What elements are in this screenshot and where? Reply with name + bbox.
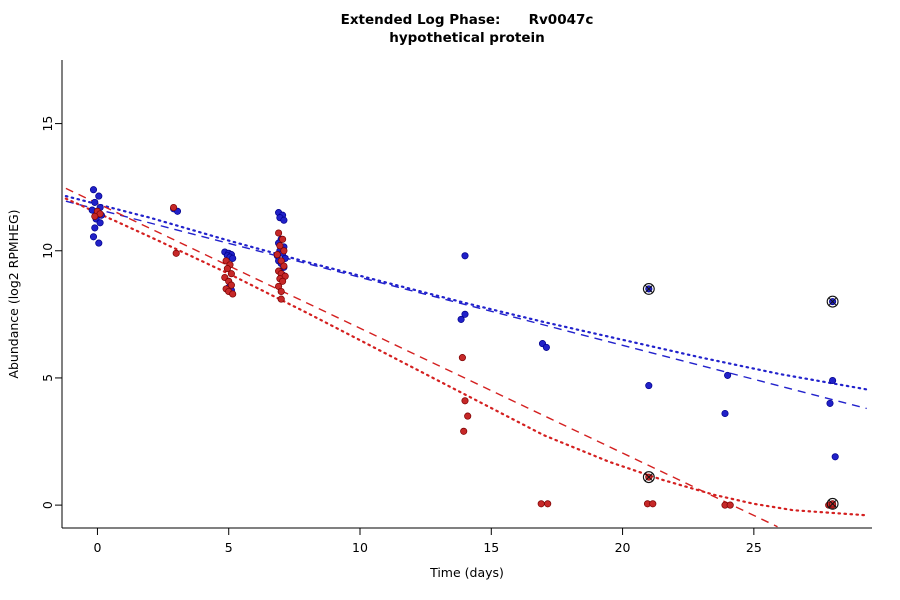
x-tick-label: 25 [746, 540, 762, 555]
x-axis-title: Time (days) [429, 565, 504, 580]
x-tick-label: 10 [352, 540, 368, 555]
data-point-red [227, 281, 235, 289]
y-tick-label: 0 [40, 501, 55, 509]
data-point-red [277, 295, 285, 303]
data-point-red [91, 212, 99, 220]
data-point-red [460, 427, 468, 435]
fit-line-blue-dashed [65, 200, 867, 410]
chart-title: Extended Log Phase: Rv0047c [340, 12, 594, 28]
x-tick-label: 0 [93, 540, 101, 555]
data-point-blue [461, 252, 469, 260]
data-point-blue [826, 399, 834, 407]
flagged-point-cross [644, 472, 653, 482]
data-point-red [276, 242, 284, 250]
flagged-point-circle [826, 295, 839, 308]
data-point-blue [89, 186, 98, 194]
data-point-blue [721, 409, 729, 418]
x-tick-label: 15 [483, 540, 499, 555]
data-point-red [537, 500, 545, 508]
data-point-blue [95, 239, 103, 247]
data-point-red [273, 251, 281, 259]
data-point-red [172, 249, 180, 257]
data-point-red [280, 247, 288, 255]
flagged-point-cross [828, 499, 837, 508]
flagged-point-cross [644, 284, 653, 294]
data-point-red [277, 287, 285, 296]
data-point-red [649, 500, 657, 508]
data-point-red [279, 277, 287, 285]
data-point-blue [831, 453, 839, 461]
x-tick-label: 20 [615, 540, 631, 555]
y-tick-label: 15 [40, 116, 55, 132]
data-point-blue [829, 376, 837, 385]
data-point-blue [91, 198, 99, 206]
data-point-red [726, 501, 734, 509]
data-point-blue [457, 315, 465, 323]
flagged-point-cross [828, 297, 837, 306]
fit-line-blue-dotted [64, 195, 868, 391]
y-tick-label: 10 [40, 243, 55, 259]
data-point-blue [89, 233, 98, 241]
data-point-red [223, 265, 231, 273]
data-point-red [279, 235, 287, 243]
data-point-blue [280, 216, 288, 224]
data-point-blue [461, 310, 469, 318]
data-point-red [229, 290, 237, 298]
data-point-blue [645, 382, 653, 390]
flagged-point-circle [826, 497, 839, 510]
data-point-blue [95, 192, 103, 200]
chart-subtitle: hypothetical protein [389, 30, 545, 46]
flagged-point-circle [642, 282, 655, 295]
data-point-red [227, 270, 235, 278]
data-point-red [280, 262, 288, 270]
data-point-blue [96, 219, 104, 227]
data-point-blue [724, 371, 732, 379]
data-point-red [461, 397, 469, 405]
data-point-blue [229, 254, 237, 262]
data-point-red [458, 354, 466, 362]
fit-line-red-dashed [65, 187, 778, 528]
data-point-red [170, 203, 178, 212]
y-axis-title: Abundance (log2 RPMHEG) [6, 209, 21, 378]
data-point-blue [542, 343, 550, 351]
y-tick-label: 5 [40, 374, 55, 382]
data-point-red [544, 500, 552, 508]
flagged-point-circle [642, 471, 655, 484]
data-point-red [464, 412, 472, 420]
data-point-blue [91, 224, 99, 232]
data-point-red [275, 229, 283, 237]
x-tick-label: 5 [225, 540, 233, 555]
